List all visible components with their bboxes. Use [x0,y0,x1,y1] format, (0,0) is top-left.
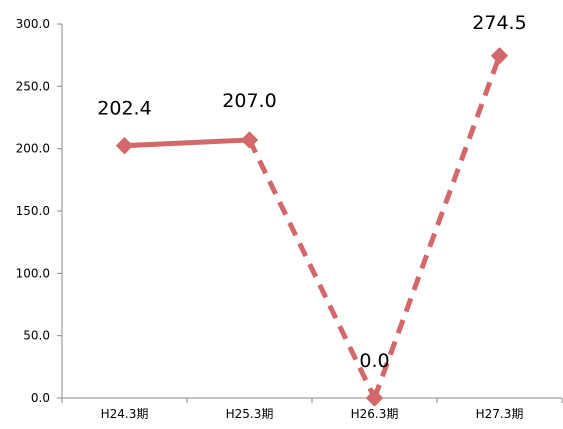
x-tick-label: H25.3期 [226,407,274,421]
series-line-segment [372,54,502,399]
y-tick-label: 250.0 [16,79,50,93]
x-tick-label: H27.3期 [476,407,524,421]
y-tick-label: 100.0 [16,266,50,280]
data-point-marker [115,136,134,155]
data-point-marker [490,47,509,65]
series-line-segment [247,138,377,400]
data-label: 202.4 [97,98,151,120]
data-point-marker [240,131,259,149]
x-axis-ticks: H24.3期 H25.3期 H26.3期 H27.3期 [61,398,563,421]
series-lines [124,54,502,400]
data-labels: 202.4 207.0 0.0 274.5 [97,12,526,372]
y-axis-ticks: 0.0 50.0 100.0 150.0 200.0 250.0 300.0 [16,17,62,405]
data-label: 207.0 [222,90,276,112]
y-tick-label: 200.0 [16,142,50,156]
data-label: 274.5 [472,12,526,34]
y-tick-label: 50.0 [23,329,50,343]
data-point-marker [365,389,384,407]
series-line-segment [124,137,250,149]
chart-axes [61,24,562,399]
y-tick-label: 300.0 [16,17,50,31]
y-tick-label: 150.0 [16,204,50,218]
x-tick-label: H24.3期 [101,407,149,421]
x-tick-label: H26.3期 [351,407,399,421]
series-markers [115,47,509,407]
y-tick-label: 0.0 [31,391,50,405]
data-label: 0.0 [359,350,389,372]
